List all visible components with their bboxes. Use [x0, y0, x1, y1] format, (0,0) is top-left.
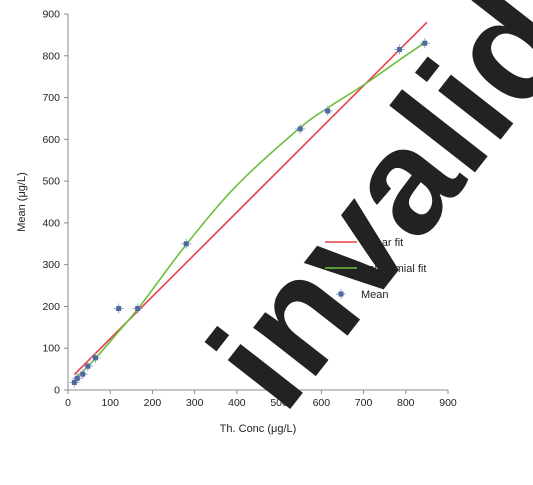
mean-data-point — [113, 303, 124, 314]
mean-marker — [396, 47, 402, 53]
mean-marker — [80, 371, 86, 377]
y-tick-label: 800 — [42, 50, 60, 62]
x-tick-label: 600 — [313, 397, 331, 409]
x-tick-label: 0 — [65, 397, 71, 409]
x-tick-label: 400 — [228, 397, 246, 409]
x-tick-label: 900 — [439, 397, 457, 409]
legend-swatch-marker — [338, 291, 344, 297]
x-axis-title: Th. Conc (μg/L) — [220, 423, 297, 435]
mean-marker — [183, 241, 189, 247]
mean-data-point — [77, 369, 88, 380]
mean-marker — [297, 126, 303, 132]
y-tick-label: 200 — [42, 301, 60, 313]
mean-data-point — [132, 303, 143, 314]
axes-group: 0 100 200 300 400 500 600 700 800 900 0 100 200 300 40… — [42, 9, 456, 410]
mean-marker — [85, 363, 91, 369]
legend-label: Mean — [361, 289, 389, 301]
legend: Linear fit Polynomial fit Mean — [325, 237, 426, 301]
y-tick-label: 100 — [42, 343, 60, 355]
y-tick-label: 400 — [42, 217, 60, 229]
mean-data-point — [295, 123, 306, 134]
y-tick-label: 300 — [42, 259, 60, 271]
y-axis-title: Mean (μg/L) — [16, 172, 28, 232]
mean-data-point — [419, 38, 430, 49]
mean-data-point — [322, 105, 333, 116]
mean-data-point — [72, 373, 83, 384]
mean-data-point — [181, 238, 192, 249]
x-tick-label: 700 — [355, 397, 373, 409]
mean-marker — [422, 40, 428, 46]
legend-item: Mean — [336, 289, 389, 301]
legend-item: Linear fit — [325, 237, 403, 249]
y-tick-label: 600 — [42, 134, 60, 146]
mean-marker — [135, 306, 141, 312]
mean-data-point — [394, 44, 405, 55]
y-tick-label: 900 — [42, 9, 60, 21]
polynomial-fit-curve — [73, 40, 428, 381]
mean-marker — [74, 375, 80, 381]
legend-item: Polynomial fit — [325, 263, 426, 275]
y-tick-label: 500 — [42, 176, 60, 188]
mean-marker — [92, 355, 98, 361]
mean-marker — [71, 379, 77, 385]
mean-data-point — [82, 361, 93, 372]
y-tick-label: 700 — [42, 92, 60, 104]
x-tick-label: 100 — [101, 397, 119, 409]
legend-label: Linear fit — [361, 237, 403, 249]
legend-label: Polynomial fit — [361, 263, 426, 275]
mean-marker — [116, 306, 122, 312]
mean-marker — [325, 108, 331, 114]
x-tick-label: 300 — [186, 397, 204, 409]
x-tick-label: 200 — [144, 397, 162, 409]
series-group — [69, 21, 430, 388]
mean-data-point — [90, 352, 101, 363]
y-tick-label: 0 — [54, 385, 60, 397]
x-tick-label: 800 — [397, 397, 415, 409]
x-tick-label: 500 — [270, 397, 288, 409]
